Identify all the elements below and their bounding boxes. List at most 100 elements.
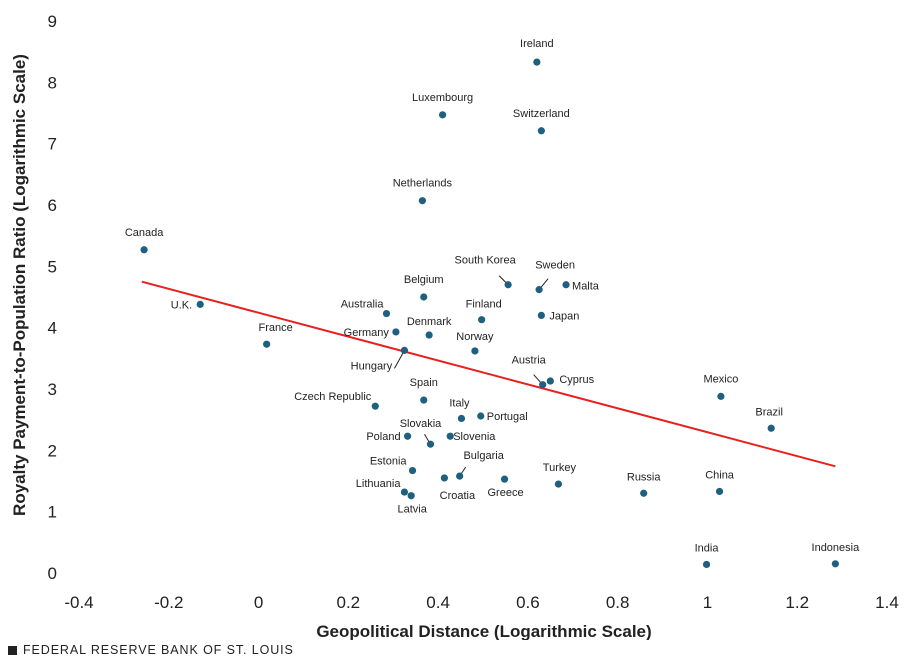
y-tick-label: 7 [48, 135, 57, 154]
point-label: Malta [572, 281, 600, 293]
point-label: Ireland [520, 38, 554, 50]
footer: FEDERAL RESERVE BANK OF ST. LOUIS [8, 643, 294, 657]
y-tick-label: 1 [48, 503, 57, 522]
point-label: Belgium [404, 274, 444, 286]
point-label: Japan [549, 310, 579, 322]
data-point [420, 396, 428, 404]
point-label: Latvia [397, 504, 427, 516]
y-tick-label: 8 [48, 73, 57, 92]
data-point [439, 111, 447, 119]
data-point [420, 293, 428, 301]
x-tick-label: 0.6 [516, 593, 540, 612]
y-tick-label: 2 [48, 441, 57, 460]
point-label: Netherlands [393, 178, 453, 190]
point-label: Sweden [535, 260, 575, 272]
point-label: Poland [366, 431, 400, 443]
point-label: Indonesia [812, 542, 861, 554]
data-point [477, 412, 485, 420]
data-point [537, 127, 545, 135]
data-point [382, 309, 391, 318]
data-points [140, 58, 839, 569]
data-point [471, 347, 479, 355]
data-point [504, 281, 512, 289]
point-label: Cyprus [559, 374, 594, 386]
data-point [546, 377, 554, 385]
point-label: Mexico [703, 373, 738, 385]
y-tick-label: 0 [48, 564, 57, 583]
point-label: Slovakia [400, 418, 442, 430]
point-label: Slovenia [453, 431, 496, 443]
y-tick-label: 3 [48, 380, 57, 399]
point-label: France [259, 322, 293, 334]
point-label: Luxembourg [412, 92, 473, 104]
point-label: Canada [125, 227, 164, 239]
data-point [196, 300, 204, 308]
point-label: Turkey [543, 462, 577, 474]
point-label: China [705, 469, 735, 481]
data-point [500, 475, 509, 483]
point-label: Estonia [370, 456, 408, 468]
data-point [371, 402, 379, 410]
point-label: Finland [466, 299, 502, 311]
point-label: Croatia [440, 490, 476, 502]
x-tick-label: 1 [703, 593, 712, 612]
data-point [457, 414, 466, 423]
trend-line [141, 280, 836, 468]
x-tick-label: -0.2 [154, 593, 183, 612]
x-tick-label: -0.4 [64, 593, 93, 612]
point-label: South Korea [455, 255, 517, 267]
data-point [407, 492, 415, 500]
y-axis-title: Royalty Payment-to-Population Ratio (Log… [10, 54, 29, 516]
data-point [702, 560, 711, 569]
y-tick-label: 4 [48, 319, 57, 338]
data-point [446, 432, 454, 440]
point-label: Russia [627, 471, 662, 483]
data-point [537, 311, 545, 319]
data-point [539, 381, 547, 389]
footer-text: FEDERAL RESERVE BANK OF ST. LOUIS [23, 643, 294, 657]
point-label: Bulgaria [463, 450, 504, 462]
x-axis-title: Geopolitical Distance (Logarithmic Scale… [316, 622, 651, 640]
point-label: Czech Republic [294, 391, 372, 403]
point-label: Germany [344, 327, 390, 339]
x-tick-label: 0.4 [426, 593, 450, 612]
data-point [640, 489, 648, 497]
data-point [408, 466, 417, 475]
x-tick-label: 0.2 [337, 593, 361, 612]
data-point [533, 58, 541, 66]
point-label: Norway [456, 331, 494, 343]
data-point [392, 328, 400, 336]
point-label: U.K. [171, 299, 192, 311]
x-axis-ticks: -0.4 -0.2 0 0.2 0.4 0.6 0.8 1 1.2 1.4 [64, 593, 898, 612]
point-labels: Ireland Luxembourg Switzerland Netherlands C… [125, 38, 860, 554]
data-point [535, 286, 543, 294]
data-point [562, 281, 570, 289]
y-tick-label: 6 [48, 196, 57, 215]
data-point [140, 246, 148, 254]
data-point [767, 424, 775, 432]
point-label: Hungary [351, 360, 393, 372]
data-point [425, 331, 433, 339]
data-point [426, 440, 435, 448]
x-tick-label: 0 [254, 593, 263, 612]
point-label: Switzerland [513, 108, 570, 120]
data-point [418, 197, 426, 205]
data-point [403, 432, 412, 440]
data-point [263, 340, 271, 348]
data-point [456, 472, 464, 480]
data-point [478, 316, 486, 324]
point-label: Greece [488, 487, 524, 499]
point-label: Australia [341, 299, 385, 311]
point-label: India [695, 542, 720, 554]
point-label: Austria [512, 355, 547, 367]
y-tick-label: 9 [48, 12, 57, 31]
data-point [400, 488, 409, 496]
x-tick-label: 0.8 [606, 593, 630, 612]
point-label: Italy [449, 397, 470, 409]
y-axis-ticks: 0 1 2 3 4 5 6 7 8 9 [48, 12, 57, 583]
point-label: Denmark [407, 316, 452, 328]
footer-square-icon [8, 645, 17, 655]
x-tick-label: 1.2 [785, 593, 809, 612]
data-point [717, 392, 725, 400]
data-point [831, 560, 839, 568]
